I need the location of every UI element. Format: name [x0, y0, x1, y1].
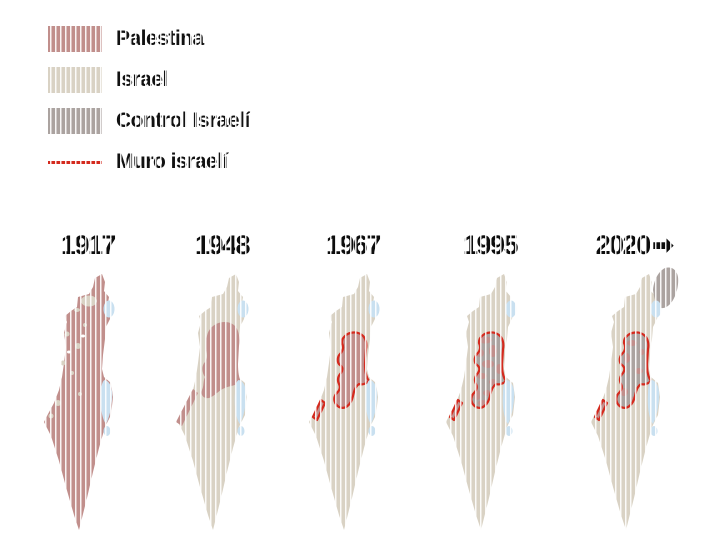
legend-swatch-palestina — [48, 26, 102, 52]
sea-of-galilee — [650, 300, 662, 318]
legend-label-palestina: Palestina — [116, 27, 204, 50]
legend-row-muro-israeli: Muro israelí — [48, 149, 250, 175]
map-column-1948: 1948 — [162, 230, 282, 542]
sea-of-galilee — [368, 300, 380, 318]
maps-timeline-row: 1917 1948 1967 — [0, 230, 723, 558]
legend: Palestina Israel Control Israelí Muro is… — [48, 26, 250, 190]
map-column-1967: 1967 — [293, 230, 413, 542]
arrow-right-icon: ➡ — [651, 230, 675, 260]
dead-sea-south-basin — [650, 426, 658, 436]
legend-row-palestina: Palestina — [48, 26, 250, 52]
year-label-1917: 1917 — [60, 230, 117, 260]
sea-of-galilee — [103, 300, 115, 318]
dead-sea-south-basin — [505, 426, 513, 436]
year-label-1948: 1948 — [194, 230, 251, 260]
map-1967-svg — [309, 274, 380, 530]
legend-row-israel: Israel — [48, 67, 250, 93]
legend-swatch-israel — [48, 67, 102, 93]
dead-sea-south-basin — [103, 426, 111, 436]
map-1995-svg — [446, 274, 517, 530]
year-label-1995: 1995 — [462, 230, 519, 260]
sea-of-galilee — [505, 300, 517, 318]
dead-sea-south-basin — [368, 426, 376, 436]
legend-label-muro-israeli: Muro israelí — [116, 150, 228, 173]
map-2020-svg — [591, 267, 679, 530]
map-column-1917: 1917 — [28, 230, 148, 542]
map-1948-svg — [176, 274, 249, 530]
dead-sea-south-basin — [237, 426, 245, 436]
map-column-1995: 1995 — [430, 230, 550, 542]
map-column-2020: 2020➡ — [570, 230, 700, 542]
legend-line-muro-israeli — [48, 160, 102, 164]
legend-row-control-israeli: Control Israelí — [48, 108, 250, 134]
legend-label-israel: Israel — [116, 68, 168, 91]
year-label-1967: 1967 — [325, 230, 382, 260]
legend-swatch-control-israeli — [48, 108, 102, 134]
year-label-2020: 2020➡ — [570, 230, 700, 260]
year-label-2020-text: 2020 — [595, 230, 652, 260]
map-1917-svg — [44, 274, 115, 530]
legend-label-control-israeli: Control Israelí — [116, 109, 250, 132]
sea-of-galilee — [237, 300, 249, 318]
